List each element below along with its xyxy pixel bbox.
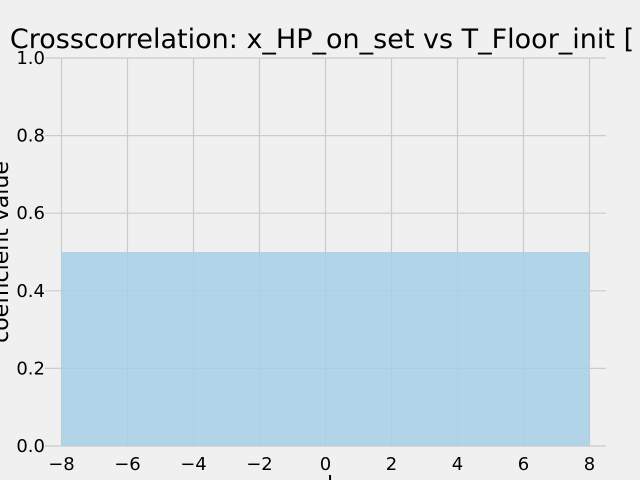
x-axis-label: l [327,473,333,480]
x-tick-label: −4 [180,454,207,475]
x-tick-label: 4 [452,454,463,475]
x-tick-label: 0 [320,454,331,475]
x-tick-label: −2 [246,454,273,475]
x-tick-label: 6 [518,454,529,475]
x-tick-label: 2 [386,454,397,475]
area-series [61,252,590,446]
x-tick-label: −6 [114,454,141,475]
y-tick-label: 0.2 [16,358,45,379]
y-axis-label: coefficient value [0,161,14,343]
x-tick-label: 8 [584,454,595,475]
x-tick-label: −8 [48,454,75,475]
ticks: 0.0 0.2 0.4 0.6 0.8 1.0 −8 −6 −4 −2 0 2 4 6 8 [16,48,595,475]
y-tick-label: 0.8 [16,126,45,147]
y-tick-label: 1.0 [16,48,45,69]
chart-title: Crosscorrelation: x_HP_on_set vs T_Floor… [10,24,634,55]
y-tick-label: 0.0 [16,436,45,457]
y-tick-label: 0.4 [16,281,45,302]
y-tick-label: 0.6 [16,203,45,224]
area-fill [61,252,590,446]
